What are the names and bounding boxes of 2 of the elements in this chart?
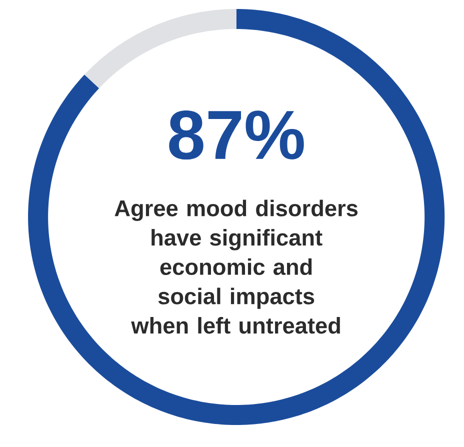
slice-label: Agree mood disorders have significant economic and social impacts when left untreated bbox=[114, 200, 358, 334]
data-label: 87% bbox=[169, 110, 304, 160]
